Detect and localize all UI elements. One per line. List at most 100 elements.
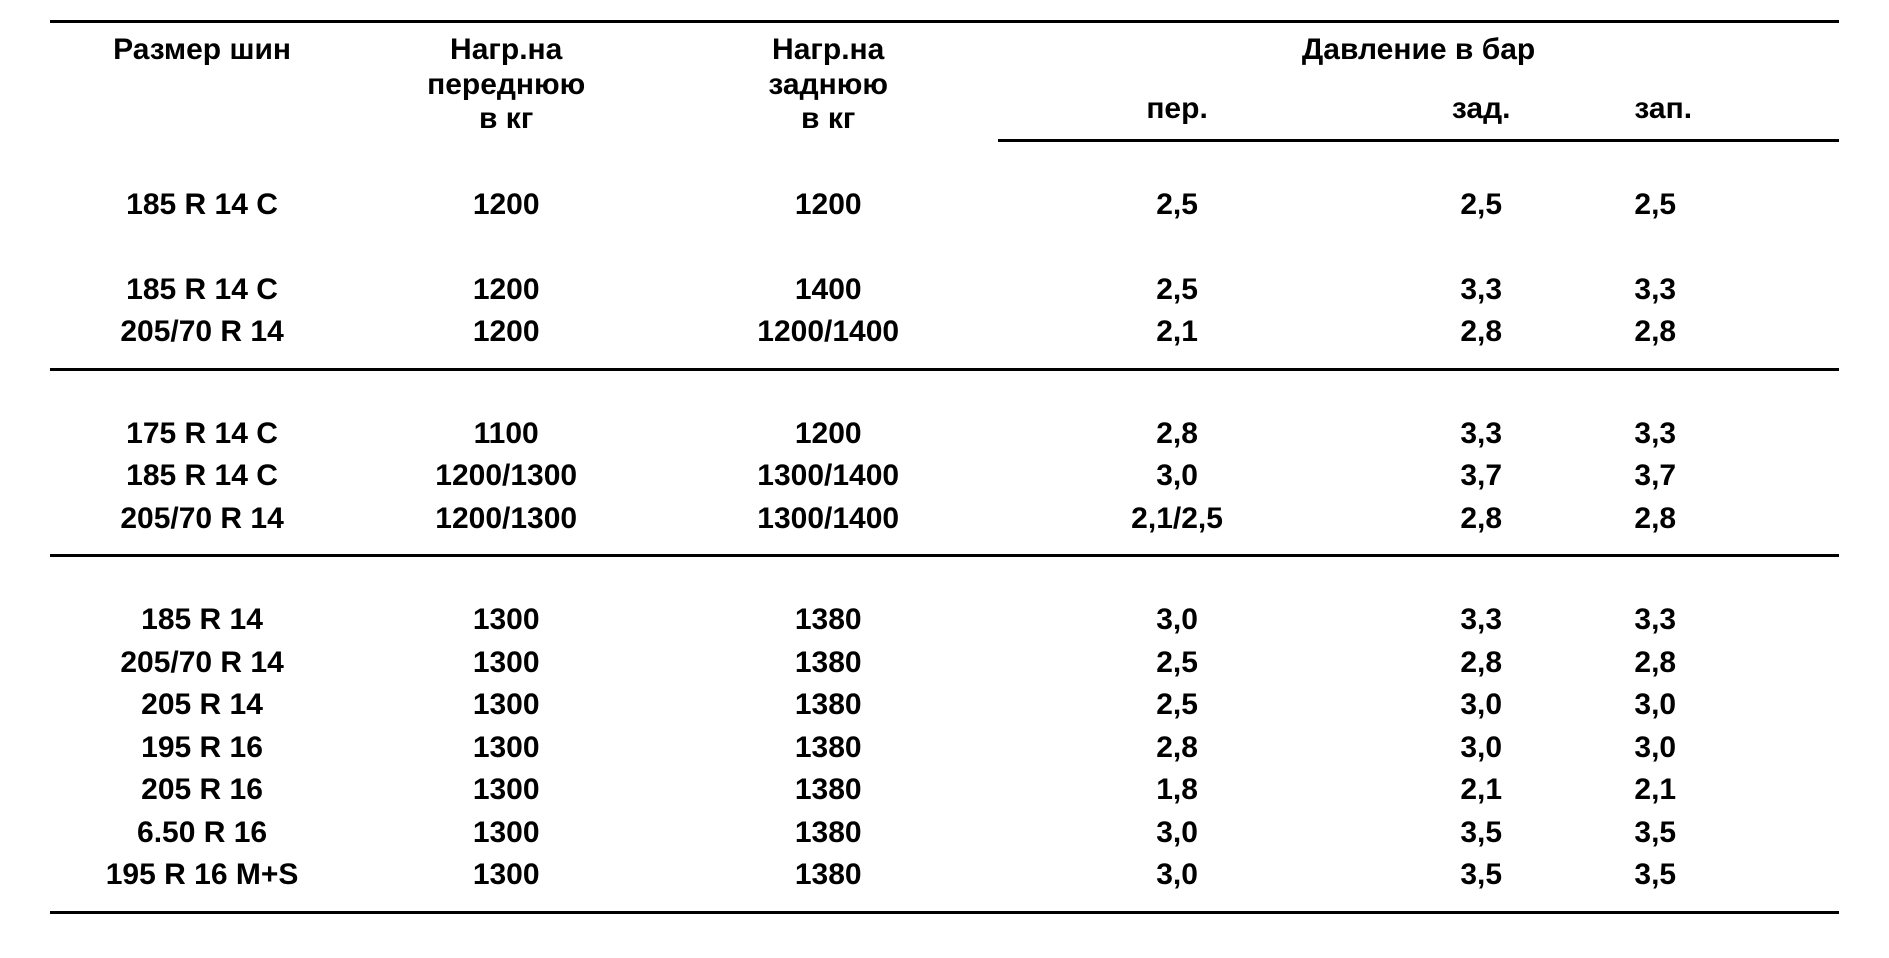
tire-pressure-table: Размер шин Нагр.на переднюю в кг Нагр.на…	[50, 20, 1839, 914]
cell-size: 185 R 14	[50, 599, 354, 642]
cell-size: 205 R 16	[50, 769, 354, 812]
cell-size: 185 R 14 C	[50, 455, 354, 498]
col-header-pressure-group: Давление в бар	[998, 23, 1839, 67]
cell-pressure-front: 3,0	[998, 854, 1356, 897]
cell-pressure-rear: 3,3	[1356, 599, 1606, 642]
cell-pressure-front: 3,0	[998, 812, 1356, 855]
cell-pressure-spare: 2,8	[1606, 498, 1839, 541]
cell-pressure-front: 3,0	[998, 599, 1356, 642]
cell-pressure-rear: 3,0	[1356, 684, 1606, 727]
cell-size: 195 R 16	[50, 727, 354, 770]
cell-size: 205/70 R 14	[50, 498, 354, 541]
table-row: 205/70 R 1412001200/14002,12,82,8	[50, 311, 1839, 354]
cell-size: 205/70 R 14	[50, 311, 354, 354]
cell-pressure-front: 2,5	[998, 269, 1356, 312]
col-header-pressure-rear: зад.	[1356, 70, 1606, 135]
cell-load-front: 1300	[354, 727, 658, 770]
cell-pressure-rear: 2,1	[1356, 769, 1606, 812]
cell-load-front: 1200/1300	[354, 498, 658, 541]
cell-pressure-spare: 3,0	[1606, 684, 1839, 727]
cell-pressure-spare: 2,8	[1606, 311, 1839, 354]
cell-pressure-rear: 2,8	[1356, 498, 1606, 541]
cell-pressure-spare: 3,3	[1606, 413, 1839, 456]
cell-load-front: 1300	[354, 642, 658, 685]
table-row: 195 R 16130013802,83,03,0	[50, 727, 1839, 770]
cell-load-rear: 1300/1400	[658, 455, 998, 498]
cell-load-rear: 1380	[658, 727, 998, 770]
spacer-row	[50, 540, 1839, 556]
cell-pressure-spare: 3,5	[1606, 854, 1839, 897]
spacer-row	[50, 556, 1839, 600]
col-header-load-front: Нагр.на переднюю в кг	[354, 23, 658, 141]
cell-pressure-spare: 2,5	[1606, 184, 1839, 227]
cell-pressure-rear: 3,0	[1356, 727, 1606, 770]
cell-load-rear: 1380	[658, 599, 998, 642]
table-row: 185 R 14 C1200/13001300/14003,03,73,7	[50, 455, 1839, 498]
table-row: 195 R 16 M+S130013803,03,53,5	[50, 854, 1839, 897]
table-row: 205/70 R 141200/13001300/14002,1/2,52,82…	[50, 498, 1839, 541]
cell-pressure-rear: 2,8	[1356, 311, 1606, 354]
cell-pressure-spare: 2,8	[1606, 642, 1839, 685]
spacer-row	[50, 369, 1839, 413]
cell-load-rear: 1400	[658, 269, 998, 312]
cell-pressure-spare: 3,0	[1606, 727, 1839, 770]
cell-pressure-spare: 3,7	[1606, 455, 1839, 498]
cell-load-rear: 1380	[658, 642, 998, 685]
cell-load-front: 1300	[354, 812, 658, 855]
tire-pressure-table-page: Размер шин Нагр.на переднюю в кг Нагр.на…	[0, 0, 1889, 954]
cell-pressure-front: 2,5	[998, 642, 1356, 685]
cell-pressure-rear: 3,3	[1356, 269, 1606, 312]
cell-pressure-front: 3,0	[998, 455, 1356, 498]
cell-size: 205 R 14	[50, 684, 354, 727]
cell-load-front: 1100	[354, 413, 658, 456]
table-row: 205/70 R 14130013802,52,82,8	[50, 642, 1839, 685]
cell-pressure-rear: 3,7	[1356, 455, 1606, 498]
cell-size: 205/70 R 14	[50, 642, 354, 685]
cell-load-rear: 1380	[658, 854, 998, 897]
col-header-load-rear: Нагр.на заднюю в кг	[658, 23, 998, 141]
cell-load-front: 1200	[354, 269, 658, 312]
cell-pressure-rear: 3,5	[1356, 854, 1606, 897]
cell-pressure-spare: 2,1	[1606, 769, 1839, 812]
cell-load-rear: 1380	[658, 769, 998, 812]
table-header-row-1: Размер шин Нагр.на переднюю в кг Нагр.на…	[50, 22, 1839, 71]
cell-size: 195 R 16 M+S	[50, 854, 354, 897]
cell-pressure-rear: 2,5	[1356, 184, 1606, 227]
cell-load-front: 1200	[354, 184, 658, 227]
table-row: 6.50 R 16130013803,03,53,5	[50, 812, 1839, 855]
cell-load-rear: 1200	[658, 413, 998, 456]
cell-size: 6.50 R 16	[50, 812, 354, 855]
cell-load-front: 1300	[354, 854, 658, 897]
cell-pressure-front: 2,5	[998, 184, 1356, 227]
cell-size: 175 R 14 C	[50, 413, 354, 456]
cell-load-front: 1300	[354, 684, 658, 727]
cell-size: 185 R 14 C	[50, 184, 354, 227]
cell-pressure-front: 2,8	[998, 413, 1356, 456]
cell-load-rear: 1200	[658, 184, 998, 227]
table-row: 185 R 14 C120012002,52,52,5	[50, 184, 1839, 227]
cell-pressure-front: 1,8	[998, 769, 1356, 812]
col-header-size: Размер шин	[50, 23, 354, 72]
table-row: 185 R 14130013803,03,33,3	[50, 599, 1839, 642]
cell-load-front: 1200	[354, 311, 658, 354]
cell-pressure-spare: 3,3	[1606, 599, 1839, 642]
table-row: 175 R 14 C110012002,83,33,3	[50, 413, 1839, 456]
cell-load-front: 1300	[354, 769, 658, 812]
table-row: 205 R 16130013801,82,12,1	[50, 769, 1839, 812]
spacer-row	[50, 897, 1839, 913]
cell-load-rear: 1380	[658, 684, 998, 727]
cell-pressure-rear: 3,5	[1356, 812, 1606, 855]
cell-load-rear: 1200/1400	[658, 311, 998, 354]
cell-pressure-spare: 3,3	[1606, 269, 1839, 312]
cell-load-rear: 1380	[658, 812, 998, 855]
table-row: 185 R 14 C120014002,53,33,3	[50, 269, 1839, 312]
cell-pressure-rear: 2,8	[1356, 642, 1606, 685]
cell-pressure-front: 2,5	[998, 684, 1356, 727]
cell-size: 185 R 14 C	[50, 269, 354, 312]
table-row: 205 R 14130013802,53,03,0	[50, 684, 1839, 727]
cell-pressure-front: 2,1/2,5	[998, 498, 1356, 541]
cell-load-front: 1200/1300	[354, 455, 658, 498]
cell-pressure-front: 2,8	[998, 727, 1356, 770]
cell-pressure-front: 2,1	[998, 311, 1356, 354]
cell-pressure-rear: 3,3	[1356, 413, 1606, 456]
